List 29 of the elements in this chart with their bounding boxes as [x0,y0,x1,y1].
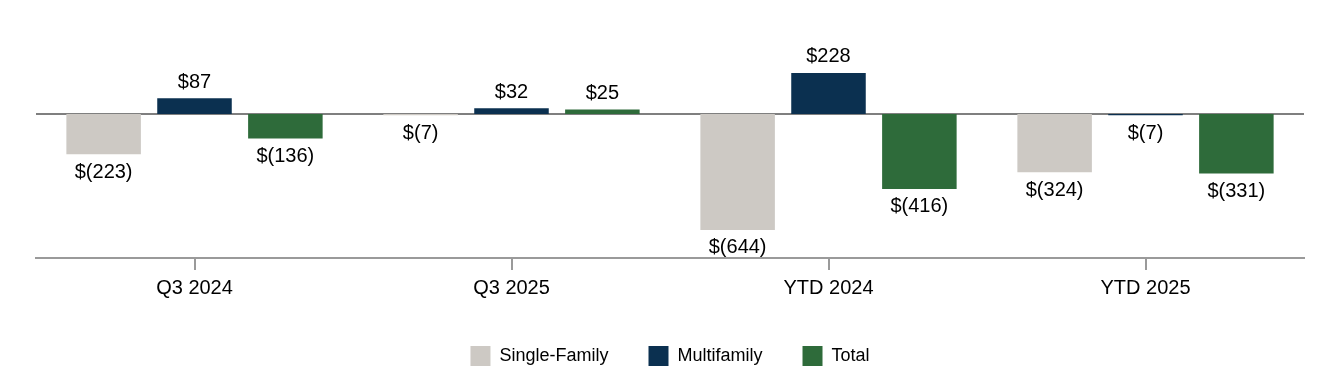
data-label: $(223) [74,159,133,182]
legend-label: Multifamily [677,344,763,365]
x-tick-label: Q3 2024 [156,275,233,298]
data-label: $(644) [708,235,767,258]
bar [882,114,957,189]
bar [474,108,549,114]
data-label: $(136) [256,144,315,166]
data-label: $(331) [1207,179,1266,202]
legend-label: Single-Family [499,344,609,365]
data-label: $87 [177,69,212,92]
bar [565,109,640,114]
legend-label: Total [831,344,870,365]
data-label: $32 [494,79,529,102]
x-tick-label: Q3 2025 [473,275,550,298]
bar [66,114,141,155]
data-label: $(324) [1025,177,1084,200]
data-label: $(416) [890,194,949,217]
data-label: $(7) [1127,120,1164,143]
bar [248,114,323,139]
data-label: $25 [585,81,620,104]
data-label: $228 [806,44,851,67]
x-tick-label: YTD 2025 [1100,275,1191,298]
bar [700,114,775,230]
data-label: $(7) [402,120,439,143]
bar [791,72,866,114]
x-tick-label: YTD 2024 [783,275,874,298]
bar [157,98,232,114]
bar [1199,114,1274,174]
bar [1017,114,1092,173]
